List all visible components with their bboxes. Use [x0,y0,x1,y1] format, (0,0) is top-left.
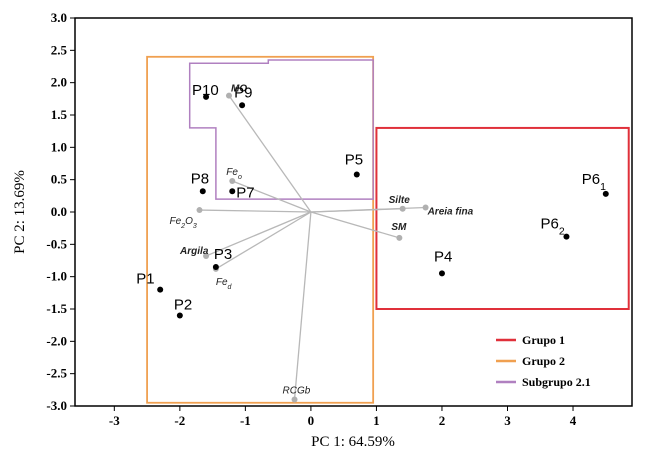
point-p5-label: P5 [345,151,363,168]
loading-fe-2-vector [199,209,311,213]
point-p2-label: P2 [174,296,192,313]
y-tick-label-10: -2.0 [46,333,67,348]
point-p10-label: P10 [192,82,219,99]
loading-sm-label: SM [391,222,407,233]
point-p6_1-marker [602,190,609,197]
loading-mo-marker [225,92,232,99]
y-tick-label-11: -2.5 [46,366,67,381]
point-p1-label: P1 [136,271,154,288]
point-p9-marker [239,102,246,109]
x-tick-label-4: 1 [373,413,380,428]
loading-areia-fina-marker [422,204,429,211]
loading-rcgb-label: RCGb [283,386,311,397]
loading-sm-vector [310,211,400,239]
group-region-grupo-2 [146,55,375,404]
x-tick-label-7: 4 [570,413,577,428]
y-tick-label-4: 1.0 [51,139,67,154]
loading-fe-o-label: Feo [226,167,242,181]
point-p3-marker [212,263,219,270]
point-p4-label: P4 [434,248,452,265]
y-tick-label-7: -0.5 [46,236,67,251]
loading-fe-o-vector [232,180,312,213]
point-p8-marker [199,188,206,195]
point-p8-label: P8 [191,170,209,187]
point-p6_2-label: P62 [540,216,564,238]
legend: Grupo 1 Grupo 2 Subgrupo 2.1 [496,333,591,389]
x-tick-label-0: -3 [109,413,120,428]
legend-item-grupo-1-label: Grupo 1 [522,333,565,347]
legend-item-grupo-2-label: Grupo 2 [522,354,565,368]
loading-silte-label: Silte [389,195,411,206]
y-tick-label-1: 2.5 [51,42,68,57]
x-axis-title: PC 1: 64.59% [311,434,395,450]
y-axis-title: PC 2: 13.69% [12,170,28,254]
sample-points: P1 P2 P3 P4 P5 P61 P62 P7 P8 P9 P10 [136,82,609,319]
point-p6_2-marker [563,233,570,240]
x-tick-label-2: -1 [240,413,251,428]
loading-mo-label: MO [231,84,247,95]
point-p5-marker [353,171,360,178]
y-tick-label-12: -3.0 [46,398,67,413]
loading-fe-d-vector [215,211,312,270]
point-p6_1-label: P61 [582,171,606,193]
point-p10-marker [203,93,210,100]
point-p9-label: P9 [234,84,252,101]
y-axis-ticks: 3.0 2.5 2.0 1.5 1.0 0.5 0.0 -0.5 -1.0 -1.5 -2.0 -2.… [46,10,75,413]
loading-markers: MO Feo Fe2O3 Argila Fed Silte Areia fina SM RCGb [170,84,474,403]
plot-frame [74,17,633,407]
loading-sm-marker [396,234,403,241]
point-p3-label: P3 [214,246,232,263]
loading-silte-marker [399,205,406,212]
point-p4-marker [438,270,445,277]
y-tick-label-8: -1.0 [46,269,67,284]
y-tick-label-9: -1.5 [46,301,67,316]
legend-item-subgrupo-2-1-label: Subgrupo 2.1 [522,375,591,389]
group-region-subgrupo-2-1 [188,59,374,200]
loading-fe-d-label: Fed [216,277,233,291]
x-tick-label-5: 2 [439,413,446,428]
x-tick-label-1: -2 [174,413,185,428]
loading-mo-vector [228,95,312,213]
point-p2-marker [176,312,183,319]
loading-fe-o-marker [229,177,236,184]
x-tick-label-3: 0 [308,413,315,428]
point-p7-marker [229,188,236,195]
y-tick-label-0: 3.0 [51,10,67,25]
loading-argila-label: Argila [179,246,209,257]
loading-vectors [199,95,426,400]
loading-fe-2-marker [196,207,203,214]
loading-argila-vector [205,211,312,257]
loading-areia-fina-label: Areia fina [427,206,474,217]
point-p7-label: P7 [236,184,254,201]
point-p1-marker [157,286,164,293]
loading-areia-fina-vector [310,206,426,213]
y-tick-label-3: 1.5 [51,107,68,122]
loading-rcgb-marker [291,396,298,403]
y-tick-label-6: 0.0 [51,204,67,219]
y-tick-label-2: 2.0 [51,75,67,90]
loading-argila-marker [203,252,210,259]
group-region-grupo-1 [375,126,630,310]
loading-fe-2-label: Fe2O3 [170,216,197,230]
y-tick-label-5: 0.5 [51,172,68,187]
loading-rcgb-vector [293,211,312,400]
x-axis-ticks: -3 -2 -1 0 1 2 3 4 [109,406,577,428]
x-tick-label-6: 3 [504,413,511,428]
